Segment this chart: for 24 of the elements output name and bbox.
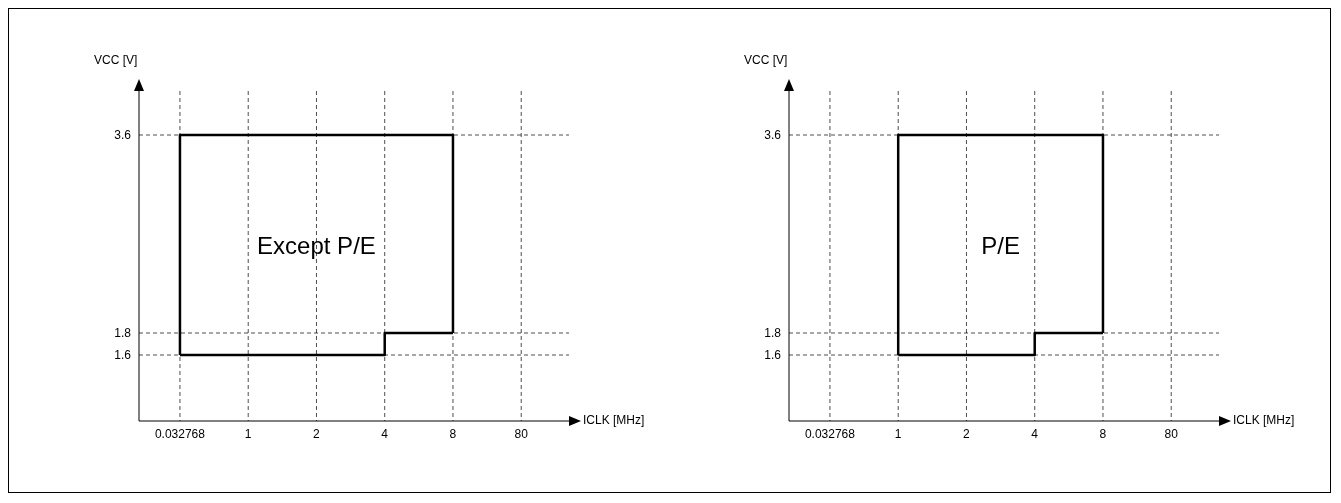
x-tick-label: 4 xyxy=(381,426,389,441)
x-axis-title: ICLK [MHz] xyxy=(583,412,645,427)
x-tick-label: 8 xyxy=(449,426,457,441)
x-tick-label: 4 xyxy=(1031,426,1039,441)
annotation: Except P/E xyxy=(257,231,376,259)
x-tick-label: 80 xyxy=(514,426,529,441)
x-tick-label: 8 xyxy=(1099,426,1107,441)
y-tick-label: 1.8 xyxy=(114,325,132,340)
y-tick-label: 1.6 xyxy=(114,347,132,362)
y-tick-label: 1.6 xyxy=(764,347,782,362)
x-tick-label: 2 xyxy=(963,426,971,441)
y-tick-label: 3.6 xyxy=(764,127,782,142)
annotation: P/E xyxy=(981,231,1020,259)
x-axis-title: ICLK [MHz] xyxy=(1233,412,1295,427)
x-tick-label: 1 xyxy=(894,426,902,441)
x-tick-label: 1 xyxy=(244,426,252,441)
x-tick-label: 0.032768 xyxy=(154,426,206,441)
x-tick-label: 80 xyxy=(1164,426,1179,441)
y-tick-label: 3.6 xyxy=(114,127,132,142)
y-tick-label: 1.8 xyxy=(764,325,782,340)
x-tick-label: 0.032768 xyxy=(804,426,856,441)
y-axis-title: VCC [V] xyxy=(94,52,138,67)
x-tick-label: 2 xyxy=(313,426,321,441)
y-axis-title: VCC [V] xyxy=(744,52,788,67)
